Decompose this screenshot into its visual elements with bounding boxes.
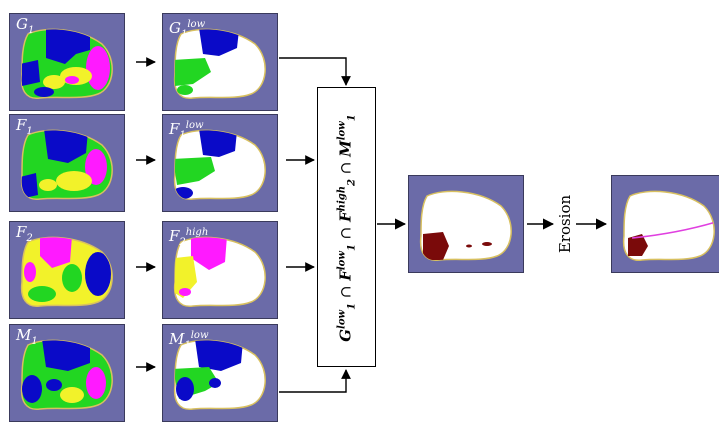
panel-m1-low: M1low	[162, 324, 278, 422]
panel-f1: F1	[9, 114, 125, 212]
muscle-map-f2	[20, 236, 113, 307]
panel-f2: F2	[9, 221, 125, 319]
intersection-box: Glow1 ∩ Flow1 ∩ Fhigh2 ∩ Mlow1	[317, 87, 376, 367]
panel-g1: G1	[9, 13, 125, 111]
panel-eroded-result	[611, 175, 719, 273]
arrow-g1low-to-box	[279, 57, 351, 86]
erosion-label: Erosion	[556, 194, 574, 254]
intersection-result-map	[419, 190, 512, 261]
panel-label-f2-high: F2high	[169, 227, 209, 248]
arrow-m1low-to-box	[279, 369, 351, 393]
panel-f1-low: F1low	[162, 114, 278, 212]
panel-label-m1-low: M1low	[169, 330, 209, 351]
thresholded-map-f1-low	[173, 129, 266, 200]
muscle-map-g1	[20, 28, 113, 99]
panel-label-m1: M1	[16, 326, 38, 348]
thresholded-map-m1-low	[173, 339, 266, 410]
panel-intersection-result	[408, 175, 524, 273]
muscle-map-m1	[20, 339, 113, 410]
panel-label-f1: F1	[16, 116, 33, 138]
muscle-map-f1	[20, 129, 113, 200]
intersection-formula: Glow1 ∩ Flow1 ∩ Fhigh2 ∩ Mlow1	[336, 114, 358, 342]
panel-label-f1-low: F1low	[169, 120, 204, 141]
panel-g1-low: G1low	[162, 13, 278, 111]
panel-label-f2: F2	[16, 223, 33, 245]
panel-label-g1-low: G1low	[169, 19, 206, 40]
thresholded-map-g1-low	[173, 28, 266, 99]
thresholded-map-f2-high	[173, 236, 266, 307]
panel-m1: M1	[9, 324, 125, 422]
panel-f2-high: F2high	[162, 221, 278, 319]
panel-label-g1: G1	[16, 15, 35, 37]
eroded-result-map	[622, 190, 715, 261]
